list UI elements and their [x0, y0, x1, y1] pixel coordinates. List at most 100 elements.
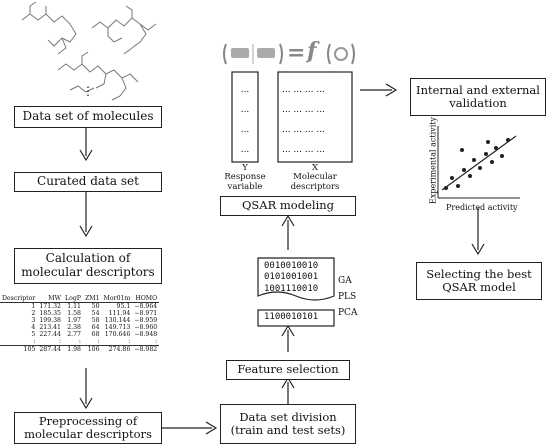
table-cell: 54 — [91, 310, 100, 317]
table-cell: 4 — [31, 324, 36, 331]
x-desc-1: Molecular — [293, 172, 337, 183]
table-cell: 64 — [91, 324, 100, 331]
table-cell: 1.98 — [63, 345, 83, 353]
y-desc-2: variable — [227, 181, 263, 192]
validation-label-1: Internal and external — [416, 82, 540, 97]
table-row: 3 199.38 1.97 58 130.144 −8.959 — [0, 317, 159, 324]
flow-arrows — [79, 83, 485, 435]
preprocessing-box: Preprocessing of molecular descriptors — [14, 412, 162, 444]
binary-strings-box — [257, 257, 335, 301]
y-desc-1: Response — [224, 172, 266, 183]
table-cell: 2.77 — [67, 331, 81, 338]
selecting-box: Selecting the best QSAR model — [416, 262, 542, 300]
table-cell: 199.38 — [39, 317, 61, 324]
table-cell: −8.982 — [132, 345, 160, 353]
x-matrix-caption: X Molecular descriptors — [280, 163, 350, 192]
table-cell: 1 — [31, 303, 36, 310]
table-cell: 287.44 — [37, 345, 63, 353]
table-cell: 1.58 — [67, 310, 81, 317]
table-cell: : — [128, 338, 131, 345]
table-cell: : — [97, 338, 100, 345]
table-cell: : — [33, 338, 36, 345]
table-cell: −8.960 — [134, 324, 158, 331]
x-label: X — [311, 163, 319, 173]
table-cell: 58 — [91, 317, 100, 324]
table-cell: −8.948 — [134, 331, 158, 338]
calculation-label-2: molecular descriptors — [21, 265, 155, 279]
table-cell: : — [58, 338, 61, 345]
curated-label: Curated data set — [37, 174, 139, 189]
feature-selection-box: Feature selection — [226, 360, 350, 380]
table-cell: 1.97 — [67, 317, 81, 324]
table-cell: : — [78, 338, 81, 345]
table-cell: 50 — [91, 303, 100, 310]
table-cell: 3 — [31, 317, 36, 324]
binary-row-1: 0010010010 — [264, 261, 319, 271]
table-cell: 68 — [91, 331, 100, 338]
table-row: 5 227.44 2.77 68 170.646 −8.948 — [0, 331, 159, 338]
descriptor-table: Descriptor MW LogP ZM1 Mor01m HOMO 1 171.32 1.1… — [0, 295, 160, 353]
table-row: :::::: — [0, 338, 159, 346]
calculation-box: Calculation of molecular descriptors — [14, 248, 162, 284]
x-matrix — [277, 71, 353, 163]
scatter-plot — [437, 126, 520, 199]
table-row: 1 171.32 1.11 50 95.1 −8.964 — [0, 303, 159, 310]
y-matrix-dots: ............ — [240, 85, 250, 155]
gear-icon — [334, 47, 348, 61]
table-cell: 185.35 — [39, 310, 61, 317]
equation-icons — [223, 43, 355, 65]
data-set-box: Data set of molecules — [14, 106, 162, 128]
qsar-modeling-box: QSAR modeling — [220, 196, 356, 216]
y-matrix-caption: Y Response variable — [220, 163, 270, 192]
y-matrix — [231, 71, 259, 163]
division-label-2: (train and test sets) — [230, 423, 346, 437]
table-cell: 130.144 — [104, 317, 131, 324]
table-cell: 149.713 — [104, 324, 131, 331]
data-set-label: Data set of molecules — [22, 109, 154, 124]
qsar-modeling-label: QSAR modeling — [241, 198, 335, 213]
method-pca: PCA — [338, 308, 358, 318]
table-cell: 105 — [0, 345, 38, 353]
division-box: Data set division (train and test sets) — [220, 404, 356, 444]
x-matrix-dots: ... ... ... ...... ... ... ...... ... ..… — [282, 85, 325, 155]
table-cell: −8.964 — [134, 303, 158, 310]
activity-icon — [231, 48, 249, 58]
selected-string-box — [257, 309, 335, 327]
table-cell: 95.1 — [116, 303, 131, 310]
table-header: LogP — [63, 295, 83, 303]
regression-line — [441, 135, 517, 191]
molecule-structures — [21, 1, 157, 101]
x-desc-2: descriptors — [290, 181, 340, 192]
validation-label-2: validation — [449, 96, 507, 110]
selecting-label-1: Selecting the best — [426, 266, 532, 281]
vertical-ellipsis: ⋮ — [82, 84, 94, 98]
division-label-1: Data set division — [239, 409, 337, 424]
table-cell: 227.44 — [39, 331, 61, 338]
table-row: 105 287.44 1.98 106 274.86 −8.982 — [0, 345, 160, 353]
table-cell: 171.32 — [39, 303, 61, 310]
table-cell: 274.86 — [101, 345, 133, 353]
table-cell: 1.11 — [67, 303, 81, 310]
calculation-label-1: Calculation of — [45, 251, 131, 266]
table-cell: 170.646 — [104, 331, 131, 338]
equals-sign: = — [287, 40, 306, 66]
scatter-x-label: Predicted activity — [446, 203, 518, 212]
table-cell: 2.38 — [67, 324, 81, 331]
validation-box: Internal and external validation — [410, 78, 546, 116]
table-cell: −8.959 — [134, 317, 158, 324]
method-ga: GA — [338, 276, 352, 286]
table-row: 2 185.35 1.58 54 111.94 −8.971 — [0, 310, 159, 317]
table-header: ZM1 — [82, 295, 102, 303]
feature-selection-label: Feature selection — [237, 362, 339, 377]
table-cell: 213.41 — [39, 324, 61, 331]
table-cell: 5 — [31, 331, 36, 338]
descriptor-table-wrap: Descriptor MW LogP ZM1 Mor01m HOMO 1 171.32 1.1… — [0, 295, 160, 353]
function-symbol: f — [307, 38, 317, 64]
table-row: 4 213.41 2.38 64 149.713 −8.960 — [0, 324, 159, 331]
table-header: MW — [37, 295, 63, 303]
table-cell: 111.94 — [108, 310, 131, 317]
preprocessing-label-2: molecular descriptors — [24, 427, 152, 441]
binary-strings: 0010010010 0101001001 1001110010 — [264, 261, 318, 295]
y-label: Y — [242, 163, 248, 173]
